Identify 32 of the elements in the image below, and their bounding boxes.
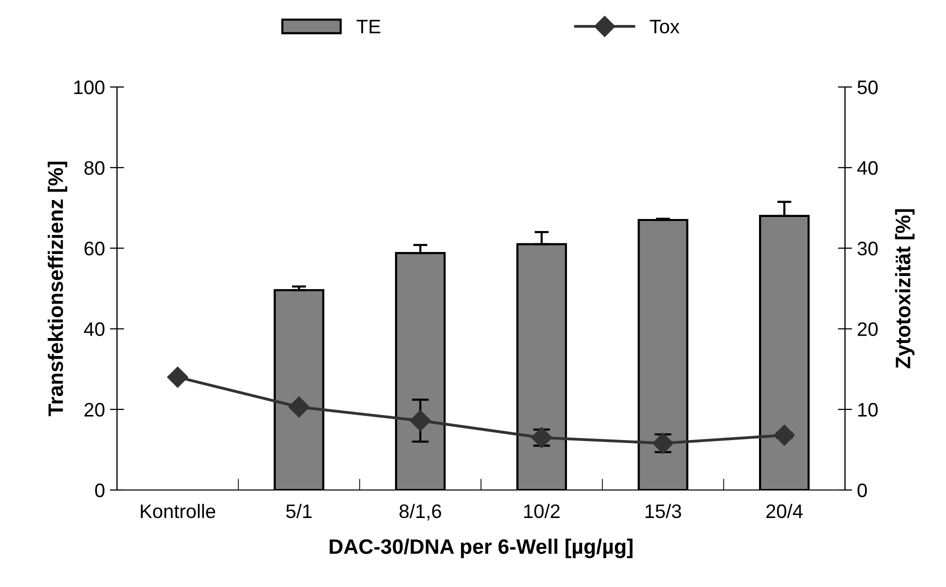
legend-label: TE bbox=[356, 20, 380, 34]
legend-label: Tox bbox=[650, 20, 680, 34]
bar bbox=[759, 214, 810, 490]
x-tick-label: 15/3 bbox=[646, 504, 682, 518]
point bbox=[288, 396, 310, 418]
y2-tick-label: 40 bbox=[857, 161, 878, 175]
y2-axis-title: Zytotoxizität [%] bbox=[895, 209, 915, 368]
y2-tick-label: 0 bbox=[858, 483, 867, 498]
bar bbox=[638, 218, 688, 490]
point bbox=[167, 366, 188, 388]
y-tick-label: 20 bbox=[84, 402, 104, 417]
x-axis-title: DAC-30/DNA per 6-Well [µg/µg] bbox=[330, 538, 632, 558]
y-tick-label: 100 bbox=[74, 80, 104, 94]
bar bbox=[274, 289, 324, 490]
x-tick-label: Kontrolle bbox=[140, 504, 216, 518]
point bbox=[774, 424, 795, 446]
x-tick-label: 8/1,6 bbox=[400, 504, 442, 520]
bar bbox=[395, 252, 446, 490]
y2-tick-label: 10 bbox=[858, 402, 878, 417]
y-tick-label: 60 bbox=[84, 242, 104, 256]
y2-tick-label: 30 bbox=[858, 242, 878, 256]
y2-tick-label: 20 bbox=[858, 322, 878, 336]
x-tick-label: 5/1 bbox=[286, 504, 312, 518]
y-axis-title: Transfektionseffizienz [%] bbox=[48, 162, 68, 416]
y2-tick-label: 50 bbox=[858, 80, 878, 94]
x-tick-label: 20/4 bbox=[766, 504, 803, 518]
y-tick-label: 80 bbox=[84, 161, 104, 175]
point bbox=[410, 410, 431, 432]
bar bbox=[516, 243, 567, 490]
y-tick-label: 0 bbox=[95, 483, 104, 498]
x-tick-label: 10/2 bbox=[524, 504, 560, 518]
y-tick-label: 40 bbox=[84, 322, 104, 336]
